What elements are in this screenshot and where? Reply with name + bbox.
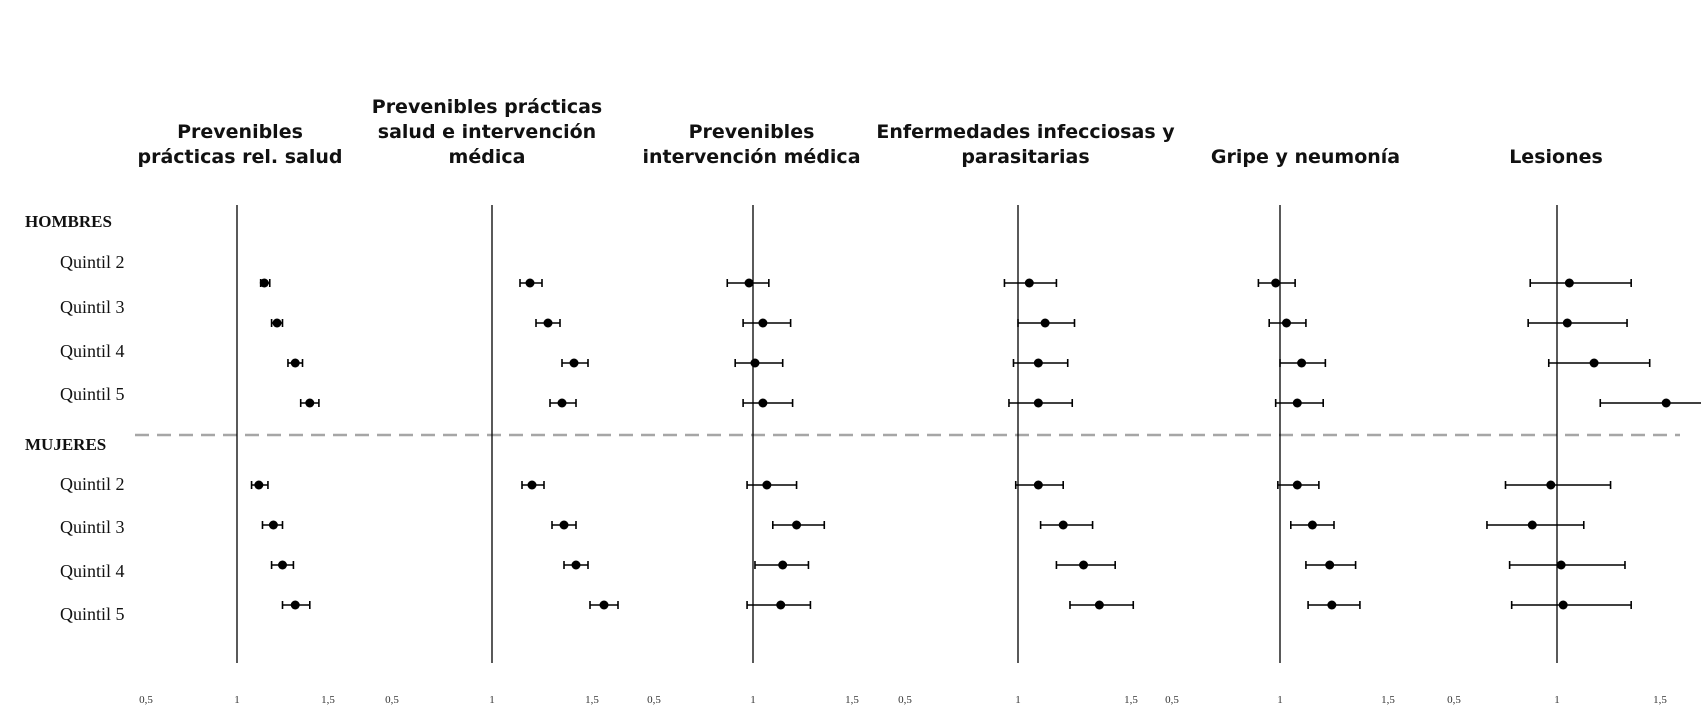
group-label: HOMBRES (25, 212, 112, 231)
panel-title: intervención médica (642, 146, 860, 168)
data-point (525, 278, 535, 288)
data-point (1307, 520, 1317, 530)
data-point (1292, 480, 1302, 490)
panel-title: Prevenibles (177, 121, 303, 143)
data-point (1589, 358, 1599, 368)
data-point (559, 520, 569, 530)
row-label: Quintil 5 (60, 384, 125, 404)
tick-label: 1,5 (1124, 694, 1138, 706)
data-point (1033, 398, 1043, 408)
row-label: Quintil 2 (60, 474, 125, 494)
data-point (778, 560, 788, 570)
data-point (254, 480, 264, 490)
data-point (1094, 600, 1104, 610)
data-point (762, 480, 772, 490)
row-label: Quintil 5 (60, 604, 125, 624)
data-point (750, 358, 760, 368)
data-point (305, 398, 315, 408)
data-point (527, 480, 537, 490)
data-point (1281, 318, 1291, 328)
row-label: Quintil 4 (60, 341, 125, 361)
data-point (758, 318, 768, 328)
data-point (1033, 480, 1043, 490)
data-point (543, 318, 553, 328)
tick-label: 1,5 (321, 694, 335, 706)
panel: Lesiones 0,5 1 1,5 (1447, 146, 1701, 706)
tick-label: 1 (1554, 694, 1560, 706)
panel-title: Lesiones (1509, 146, 1603, 168)
panel: Gripe y neumonía 0,5 1 1,5 (1165, 146, 1400, 706)
tick-label: 0,5 (139, 694, 153, 706)
data-point (569, 358, 579, 368)
data-point (1527, 520, 1537, 530)
data-point (290, 600, 300, 610)
tick-label: 1,5 (845, 694, 859, 706)
data-point (744, 278, 754, 288)
data-point (557, 398, 567, 408)
tick-label: 1 (1015, 694, 1021, 706)
data-point (571, 560, 581, 570)
data-point (1292, 398, 1302, 408)
data-point (1562, 318, 1572, 328)
tick-label: 1 (234, 694, 240, 706)
tick-label: 1,5 (1381, 694, 1395, 706)
data-point (278, 560, 287, 570)
row-label: Quintil 3 (60, 297, 125, 317)
row-label: Quintil 4 (60, 561, 125, 581)
tick-label: 0,5 (385, 694, 399, 706)
data-point (1033, 358, 1043, 368)
panel: Prevenibles prácticas rel. salud 0,5 1 1,5 (137, 121, 342, 706)
panel: Prevenibles intervención médica 0,5 1 1,5 (642, 121, 860, 706)
data-point (776, 600, 786, 610)
data-point (1325, 560, 1335, 570)
row-label: Quintil 3 (60, 517, 125, 537)
data-point (259, 278, 269, 288)
tick-label: 1,5 (585, 694, 599, 706)
data-point (1058, 520, 1068, 530)
panel-title: médica (449, 146, 526, 168)
panel-title: prácticas rel. salud (137, 146, 342, 168)
tick-label: 0,5 (1165, 694, 1179, 706)
panel: Prevenibles prácticas salud e intervenció… (372, 96, 619, 706)
data-point (1564, 278, 1574, 288)
group-label: MUJERES (25, 435, 106, 454)
row-labels: HOMBRES Quintil 2 Quintil 3 Quintil 4 Quinti… (25, 212, 125, 624)
data-point (268, 520, 278, 530)
tick-label: 1 (750, 694, 756, 706)
data-point (1040, 318, 1050, 328)
data-point (1556, 560, 1566, 570)
data-point (758, 398, 768, 408)
panel-title: salud e intervención (378, 121, 596, 143)
panel: Enfermedades infecciosas y parasitarias 0,… (876, 121, 1175, 706)
data-point (1546, 480, 1556, 490)
row-label: Quintil 2 (60, 252, 125, 272)
tick-label: 1,5 (1653, 694, 1667, 706)
data-point (1079, 560, 1089, 570)
panel-title: Enfermedades infecciosas y (876, 121, 1175, 143)
data-point (1271, 278, 1281, 288)
data-point (1297, 358, 1307, 368)
data-point (1024, 278, 1034, 288)
panel-title: Prevenibles (689, 121, 815, 143)
tick-label: 1 (489, 694, 495, 706)
data-point (272, 318, 282, 328)
tick-label: 0,5 (898, 694, 912, 706)
panel-title: Gripe y neumonía (1211, 146, 1400, 168)
panel-title: Prevenibles prácticas (372, 96, 602, 118)
data-point (1661, 398, 1671, 408)
data-point (1558, 600, 1568, 610)
data-point (1327, 600, 1337, 610)
data-point (792, 520, 802, 530)
tick-label: 0,5 (1447, 694, 1461, 706)
data-point (599, 600, 609, 610)
tick-label: 1 (1277, 694, 1283, 706)
data-point (290, 358, 300, 368)
tick-label: 0,5 (647, 694, 661, 706)
panel-title: parasitarias (961, 146, 1089, 168)
